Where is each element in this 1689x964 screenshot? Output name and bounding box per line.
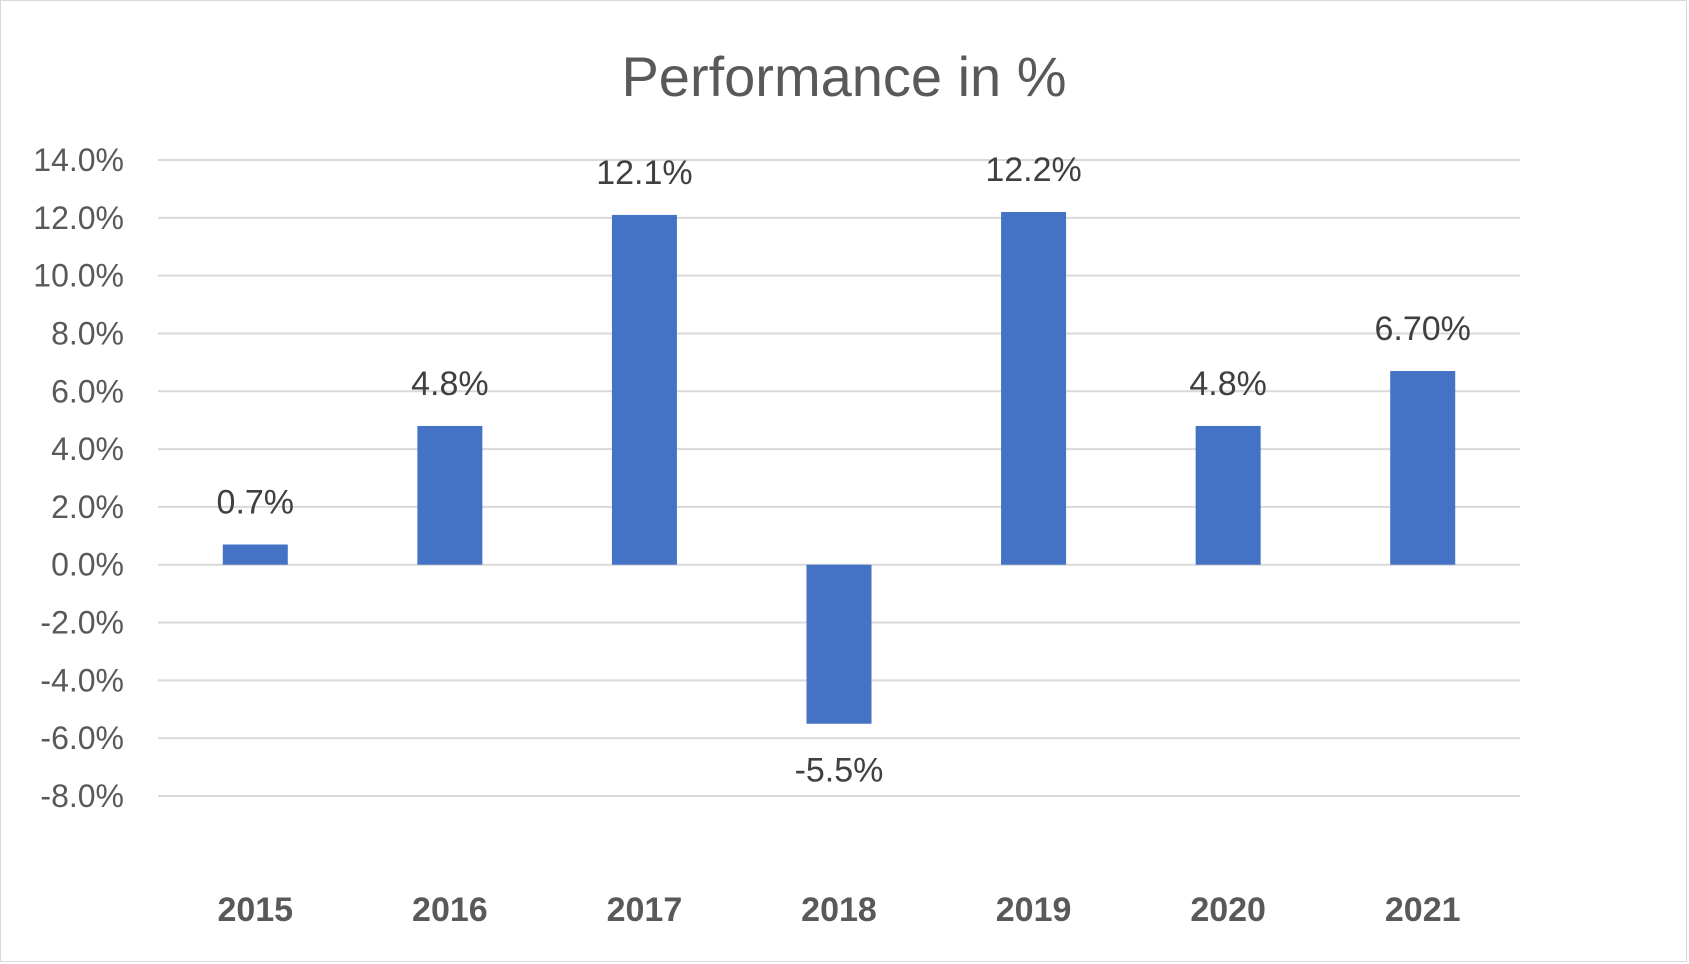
chart-title: Performance in % bbox=[621, 45, 1066, 108]
bars bbox=[222, 212, 1456, 724]
x-axis: 2015 2016 2017 2018 2019 2020 2021 bbox=[217, 891, 1460, 929]
bar-2020 bbox=[1195, 425, 1261, 565]
y-tick-label: 12.0% bbox=[33, 200, 124, 236]
y-tick-label: 4.0% bbox=[51, 431, 124, 467]
bar-2016 bbox=[417, 425, 483, 565]
bar-2017 bbox=[611, 214, 677, 565]
x-tick-label: 2019 bbox=[996, 891, 1072, 929]
x-tick-label: 2018 bbox=[801, 891, 877, 929]
bar-2018 bbox=[806, 564, 872, 724]
y-tick-label: -2.0% bbox=[40, 605, 124, 641]
x-tick-label: 2016 bbox=[412, 891, 488, 929]
bar-2015 bbox=[222, 544, 288, 565]
y-axis: 14.0% 12.0% 10.0% 8.0% 6.0% 4.0% 2.0% 0.0% -2.0%… bbox=[33, 142, 124, 814]
y-tick-label: -8.0% bbox=[40, 778, 124, 814]
bar-2019 bbox=[1001, 212, 1067, 565]
data-label-2020: 4.8% bbox=[1189, 365, 1267, 403]
bar-2021 bbox=[1390, 371, 1456, 565]
y-tick-label: 0.0% bbox=[51, 547, 124, 583]
x-tick-label: 2020 bbox=[1190, 891, 1266, 929]
x-tick-label: 2021 bbox=[1385, 891, 1461, 929]
data-label-2021: 6.70% bbox=[1375, 310, 1471, 348]
x-tick-label: 2017 bbox=[607, 891, 683, 929]
y-tick-label: 14.0% bbox=[33, 142, 124, 178]
data-label-2019: 12.2% bbox=[985, 151, 1081, 189]
y-tick-label: -6.0% bbox=[40, 720, 124, 756]
data-label-2018: -5.5% bbox=[795, 752, 884, 790]
data-labels: 0.7% 4.8% 12.1% -5.5% 12.2% 4.8% 6.70% bbox=[217, 151, 1471, 790]
data-label-2016: 4.8% bbox=[411, 365, 489, 403]
y-tick-label: 6.0% bbox=[51, 373, 124, 409]
y-tick-label: 8.0% bbox=[51, 315, 124, 351]
y-tick-label: 10.0% bbox=[33, 258, 124, 294]
data-label-2017: 12.1% bbox=[596, 154, 692, 192]
data-label-2015: 0.7% bbox=[217, 483, 295, 521]
y-tick-label: 2.0% bbox=[51, 489, 124, 525]
y-tick-label: -4.0% bbox=[40, 662, 124, 698]
x-tick-label: 2015 bbox=[217, 891, 293, 929]
